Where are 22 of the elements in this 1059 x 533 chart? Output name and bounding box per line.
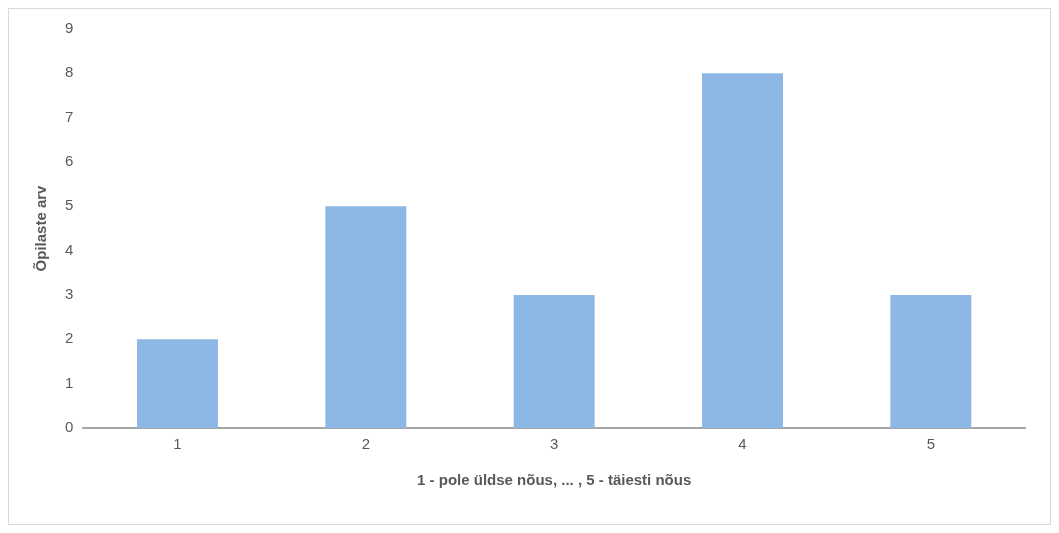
x-tick-label: 4 [738, 435, 747, 453]
y-tick-label: 0 [65, 418, 74, 436]
bar [137, 339, 218, 428]
y-tick-label: 8 [65, 63, 74, 81]
y-tick-label: 6 [65, 152, 74, 170]
y-tick-label: 4 [65, 240, 74, 258]
x-tick-label: 3 [550, 435, 559, 453]
x-tick-label: 2 [361, 435, 371, 453]
y-axis-title: Õpilaste arv [32, 184, 50, 272]
bar [890, 295, 972, 428]
bar [702, 73, 783, 428]
bar [325, 206, 407, 428]
y-tick-label: 1 [65, 373, 74, 391]
x-tick-label: 1 [173, 435, 182, 453]
y-tick-label: 9 [65, 19, 74, 37]
x-axis-title: 1 - pole üldse nõus, ... , 5 - täiesti nõus [417, 471, 692, 489]
x-tick-label: 5 [926, 435, 936, 453]
y-tick-label: 7 [65, 107, 74, 125]
y-tick-label: 3 [65, 285, 74, 303]
y-tick-label: 2 [65, 329, 74, 347]
bar [513, 295, 595, 428]
y-tick-label: 5 [65, 196, 74, 214]
